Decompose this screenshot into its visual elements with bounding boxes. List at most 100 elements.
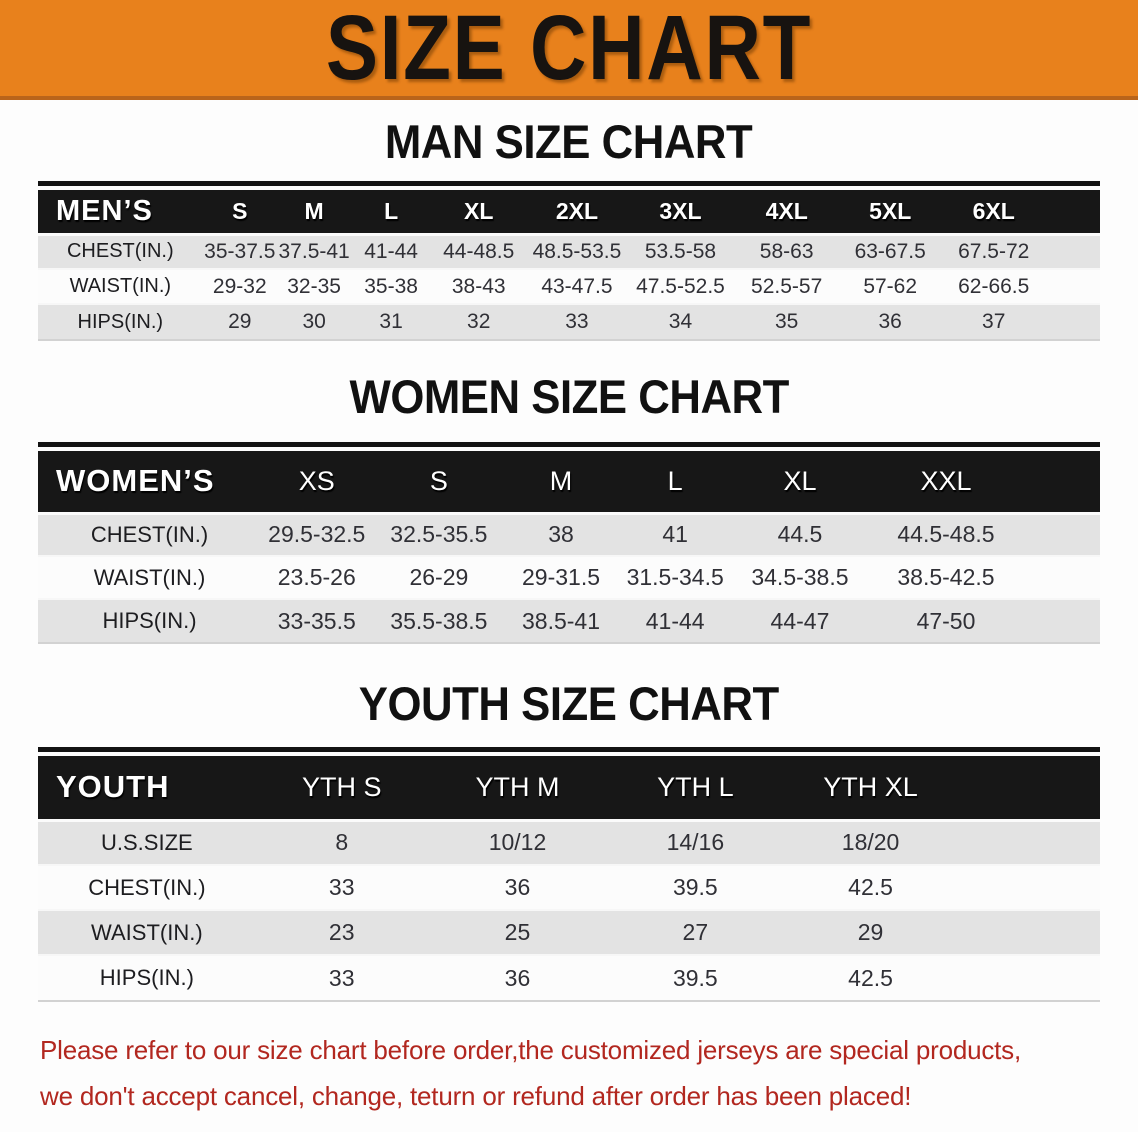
size-value: 41-44 (364, 239, 418, 263)
spacer-cell (1026, 556, 1100, 599)
size-value: 29 (228, 310, 252, 333)
spacer-cell (1047, 234, 1100, 269)
column-header: XS (261, 451, 373, 515)
table-title-cell: WOMEN’S (38, 451, 262, 515)
column-header: 4XL (733, 190, 840, 236)
size-value: 35.5-38.5 (390, 607, 488, 634)
size-value: 29.5-32.5 (268, 521, 366, 548)
banner: SIZE CHART (0, 0, 1138, 100)
size-value: 38-43 (451, 274, 506, 298)
column-header: YTH L (607, 756, 784, 822)
column-header: M (505, 451, 617, 515)
size-value: 25 (504, 919, 531, 945)
table-row: WAIST(IN.) 23 25 27 29 (38, 910, 1100, 955)
youth-section-heading: YOUTH SIZE CHART (0, 680, 1138, 727)
spacer-cell (1047, 304, 1100, 339)
spacer-cell (1047, 269, 1100, 304)
section-men: MAN SIZE CHART MEN’S S M L XL 2XL 3XL 4XL 5XL 6XL… (0, 118, 1138, 341)
size-value: 41-44 (645, 607, 705, 634)
table-row: HIPS(IN.) 33-35.5 35.5-38.5 38.5-41 41-44 44-… (38, 599, 1100, 642)
column-header: 5XL (839, 190, 941, 236)
column-header: XL (733, 451, 867, 515)
size-value: 47-50 (916, 607, 976, 634)
size-value: 30 (302, 310, 326, 333)
size-value: 29 (857, 919, 884, 945)
size-value: 33 (328, 964, 355, 991)
size-value: 36 (504, 964, 531, 991)
column-header: 6XL (940, 190, 1047, 236)
size-value: 8 (335, 829, 349, 856)
size-value: 23.5-26 (277, 564, 356, 590)
spacer-cell (958, 955, 1100, 1000)
spacer-cell (958, 820, 1100, 865)
column-header: YTH S (255, 756, 428, 822)
column-header: 3XL (627, 190, 734, 236)
size-value: 44-48.5 (443, 239, 515, 263)
section-women: WOMEN SIZE CHART WOMEN’S XS S M L XL XXL CHEST(… (0, 373, 1138, 644)
size-value: 26-29 (409, 564, 469, 590)
row-label: WAIST(IN.) (91, 919, 203, 945)
size-value: 23 (328, 919, 355, 945)
row-label: WAIST(IN.) (69, 275, 172, 297)
size-value: 39.5 (672, 874, 718, 900)
size-value: 44-47 (770, 607, 830, 634)
size-value: 32.5-35.5 (390, 521, 488, 548)
size-value: 34.5-38.5 (751, 564, 849, 590)
size-value: 31 (379, 310, 403, 333)
size-value: 35-37.5 (204, 239, 276, 263)
table-row: CHEST(IN.) 33 36 39.5 42.5 (38, 865, 1100, 910)
size-value: 38 (548, 521, 574, 548)
column-header: XXL (866, 451, 1026, 515)
row-label: CHEST(IN.) (90, 521, 209, 547)
size-value: 36 (504, 874, 531, 900)
row-label: CHEST(IN.) (88, 874, 206, 900)
table-row: WAIST(IN.) 23.5-26 26-29 29-31.5 31.5-34.5 34… (38, 556, 1100, 599)
row-label: CHEST(IN.) (66, 240, 174, 263)
section-youth: YOUTH SIZE CHART YOUTH YTH S YTH M YTH L YTH… (0, 680, 1138, 1002)
size-value: 36 (878, 310, 902, 333)
column-header: XL (430, 190, 527, 236)
column-header: M (276, 190, 352, 236)
table-row: CHEST(IN.) 35-37.5 37.5-41 41-44 44-48.5 48.5… (38, 234, 1100, 269)
size-value: 52.5-57 (751, 274, 823, 298)
table-row: CHEST(IN.) 29.5-32.5 32.5-35.5 38 41 44.5 44.5… (38, 513, 1100, 556)
column-header: S (372, 451, 506, 515)
women-size-table: WOMEN’S XS S M L XL XXL CHEST(IN.) 29.5-32.5 32.5… (38, 451, 1100, 642)
women-table-wrap: WOMEN’S XS S M L XL XXL CHEST(IN.) 29.5-32.5 32.5… (38, 442, 1100, 644)
row-label: HIPS(IN.) (99, 965, 194, 990)
size-value: 44.5-48.5 (897, 521, 995, 548)
spacer-cell (1026, 599, 1100, 642)
size-value: 58-63 (759, 239, 814, 263)
size-value: 41 (662, 521, 688, 548)
banner-title: SIZE CHART (325, 0, 813, 99)
table-title-cell: MEN’S (38, 190, 203, 236)
row-label: WAIST(IN.) (93, 564, 206, 590)
size-value: 10/12 (488, 829, 547, 856)
size-value: 32 (467, 310, 491, 333)
size-value: 67.5-72 (958, 239, 1030, 263)
size-value: 57-62 (863, 274, 918, 298)
size-value: 38.5-41 (522, 607, 601, 634)
size-value: 32-35 (287, 274, 341, 298)
table-row: HIPS(IN.) 33 36 39.5 42.5 (38, 955, 1100, 1000)
footer-notice: Please refer to our size chart before or… (40, 1028, 1098, 1119)
spacer-cell (957, 756, 1100, 822)
table-title-cell: YOUTH (38, 756, 256, 822)
size-value: 48.5-53.5 (532, 239, 622, 263)
size-value: 42.5 (848, 874, 893, 900)
spacer-cell (1046, 190, 1100, 236)
size-value: 27 (682, 919, 709, 945)
table-header-row: YOUTH YTH S YTH M YTH L YTH XL (38, 756, 1100, 822)
spacer-cell (1026, 513, 1100, 556)
size-value: 31.5-34.5 (626, 564, 724, 590)
notice-line-1: Please refer to our size chart before or… (40, 1035, 1022, 1065)
size-value: 14/16 (666, 829, 725, 856)
column-header: L (351, 190, 431, 236)
men-section-heading: MAN SIZE CHART (0, 118, 1138, 165)
size-value: 34 (668, 310, 693, 333)
size-value: 47.5-52.5 (636, 274, 725, 298)
table-header-row: MEN’S S M L XL 2XL 3XL 4XL 5XL 6XL (38, 190, 1100, 236)
column-header: YTH M (427, 756, 608, 822)
size-value: 53.5-58 (644, 239, 717, 263)
size-value: 29-32 (212, 274, 267, 298)
